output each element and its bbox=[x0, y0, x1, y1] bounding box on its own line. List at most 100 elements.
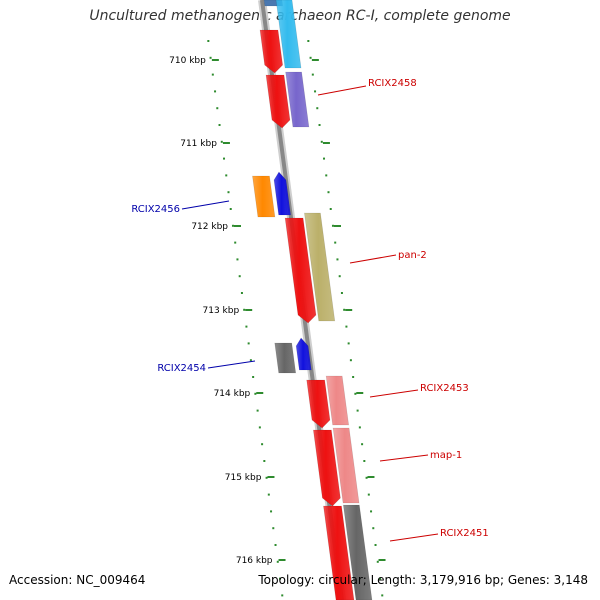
gene-labels: RCIX2458 RCIX2456 pan-2 RCIX2454 RCIX2453 map… bbox=[131, 78, 489, 542]
scale-dot bbox=[243, 308, 246, 311]
gene-feature-rcix2454-cog bbox=[274, 342, 297, 374]
gene-feature-rcix2454 bbox=[295, 337, 312, 371]
gene-feature-cog-cyan bbox=[275, 0, 302, 69]
scale-dot bbox=[331, 224, 334, 227]
gene-label-leader bbox=[379, 454, 429, 462]
scale-dot bbox=[338, 275, 341, 278]
gene-label-leader bbox=[317, 85, 367, 96]
scale-label: 714 kbp bbox=[214, 389, 251, 399]
gene-label: RCIX2454 bbox=[157, 363, 206, 374]
scale-dot bbox=[334, 241, 337, 244]
scale-dot bbox=[207, 40, 210, 42]
gene-feature-map-1-cog bbox=[332, 427, 360, 504]
scale-dot bbox=[323, 157, 326, 160]
scale-dot bbox=[276, 560, 279, 563]
scale-dot bbox=[225, 174, 228, 177]
scale-dot bbox=[245, 325, 248, 328]
scale-dot bbox=[272, 527, 275, 530]
scale-label: 715 kbp bbox=[225, 473, 262, 483]
scale-dot bbox=[267, 493, 270, 496]
gene-label: RCIX2453 bbox=[420, 383, 469, 394]
scale-dot bbox=[381, 594, 384, 597]
scale-dot bbox=[358, 426, 361, 429]
gene-label-leader bbox=[207, 360, 256, 369]
scale-dot bbox=[281, 594, 284, 597]
scale-dot bbox=[223, 157, 226, 160]
scale-dot bbox=[218, 124, 221, 126]
scale-dot bbox=[263, 460, 266, 462]
scale-dot bbox=[320, 140, 323, 143]
map-title: Uncultured methanogenic archaeon RC-I, c… bbox=[89, 8, 511, 24]
scale-dot bbox=[327, 191, 330, 194]
scale-dot bbox=[367, 493, 370, 496]
scale-dot bbox=[274, 544, 277, 546]
scale-dot bbox=[256, 409, 259, 412]
scale-dot bbox=[325, 174, 328, 177]
accession-label: Accession: NC_009464 bbox=[9, 573, 146, 587]
scale-label: 713 kbp bbox=[203, 306, 240, 316]
scale-dot bbox=[311, 73, 314, 76]
scale-dot bbox=[370, 510, 373, 513]
scale-dot bbox=[376, 560, 379, 563]
gene-feature-forward-0 bbox=[259, 29, 283, 74]
scale-dot bbox=[372, 527, 375, 530]
scale-label: 711 kbp bbox=[180, 139, 217, 149]
scale-dot bbox=[374, 544, 377, 546]
gene-label-leader bbox=[349, 254, 397, 264]
gene-feature-rcix2458-cog bbox=[285, 71, 310, 128]
scale-dot bbox=[316, 107, 319, 110]
scale-dot bbox=[220, 140, 223, 143]
gene-label: RCIX2456 bbox=[131, 204, 180, 215]
scale-dot bbox=[352, 376, 355, 378]
scale-dot bbox=[231, 224, 234, 227]
gene-label-leader bbox=[369, 389, 419, 398]
gene-feature-rcix2458 bbox=[265, 74, 291, 129]
scale-dot bbox=[216, 107, 219, 110]
gene-label: pan-2 bbox=[398, 250, 427, 261]
scale-dot bbox=[247, 342, 250, 345]
scale-dot bbox=[349, 359, 352, 362]
gene-label: RCIX2458 bbox=[368, 78, 417, 89]
scale-dot bbox=[347, 342, 350, 345]
scale-dot bbox=[249, 359, 252, 362]
scale-dots bbox=[207, 40, 384, 597]
scale-dot bbox=[211, 73, 214, 76]
gene-feature-rcix2456-cog bbox=[252, 175, 276, 218]
gene-feature-rcix2451 bbox=[323, 505, 355, 600]
scale-dot bbox=[252, 376, 255, 378]
scale-dot bbox=[318, 124, 321, 126]
scale-dot bbox=[258, 426, 261, 429]
scale-dot bbox=[329, 208, 332, 210]
gene-label: map-1 bbox=[430, 450, 462, 461]
genome-stats-label: Topology: circular; Length: 3,179,916 bp… bbox=[258, 573, 588, 587]
scale-dot bbox=[314, 90, 317, 93]
scale-dot bbox=[356, 409, 359, 412]
gene-feature-rcix2453 bbox=[306, 379, 331, 429]
gene-label-leader bbox=[181, 200, 230, 210]
gene-feature-rcix2453-cog bbox=[325, 375, 350, 426]
scale-dot bbox=[343, 308, 346, 311]
scale-dot bbox=[234, 241, 237, 244]
scale-dot bbox=[227, 191, 230, 194]
scale-dot bbox=[363, 460, 366, 462]
gene-feature-pan-2 bbox=[284, 217, 317, 324]
gene-features bbox=[252, 0, 373, 600]
scale-dot bbox=[279, 577, 282, 580]
scale-dot bbox=[379, 577, 382, 580]
gene-label: RCIX2451 bbox=[440, 528, 489, 539]
scale-dot bbox=[254, 392, 257, 395]
scale-dot bbox=[209, 56, 212, 59]
scale-dot bbox=[236, 258, 239, 261]
scale-dot bbox=[229, 208, 232, 210]
scale-dot bbox=[240, 292, 243, 294]
scale-label: 710 kbp bbox=[169, 56, 206, 66]
scale-dot bbox=[265, 476, 268, 479]
scale-dot bbox=[238, 275, 241, 278]
scale-dot bbox=[345, 325, 348, 328]
scale-dot bbox=[309, 56, 312, 59]
gene-feature-pan-2-cog bbox=[304, 212, 336, 322]
scale-dot bbox=[365, 476, 368, 479]
scale-ticks: 710 kbp 711 kbp 712 kbp 713 kbp 714 kbp 715 k… bbox=[169, 56, 386, 566]
